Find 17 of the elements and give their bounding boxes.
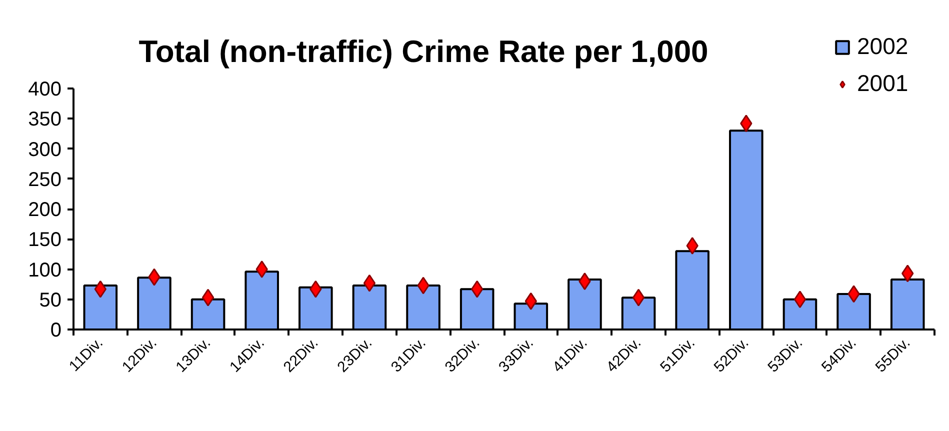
- legend-label: 2002: [857, 33, 908, 60]
- point: [632, 288, 645, 306]
- y-tick-label: 250: [28, 168, 62, 191]
- chart-title: Total (non-traffic) Crime Rate per 1,000: [138, 34, 708, 69]
- y-tick-label: 150: [28, 229, 62, 252]
- point: [256, 260, 268, 278]
- y-tick-label: 200: [28, 199, 62, 221]
- point: [202, 288, 214, 306]
- legend-label: 2001: [857, 70, 908, 97]
- y-tick-label: 400: [28, 78, 62, 100]
- y-tick-label: 100: [28, 259, 62, 282]
- y-tick-label: 0: [50, 320, 62, 342]
- y-tick-label: 350: [28, 108, 62, 131]
- y-tick-label: 300: [28, 138, 62, 161]
- point: [363, 274, 376, 292]
- y-tick-label: 50: [39, 289, 62, 312]
- point: [794, 290, 806, 308]
